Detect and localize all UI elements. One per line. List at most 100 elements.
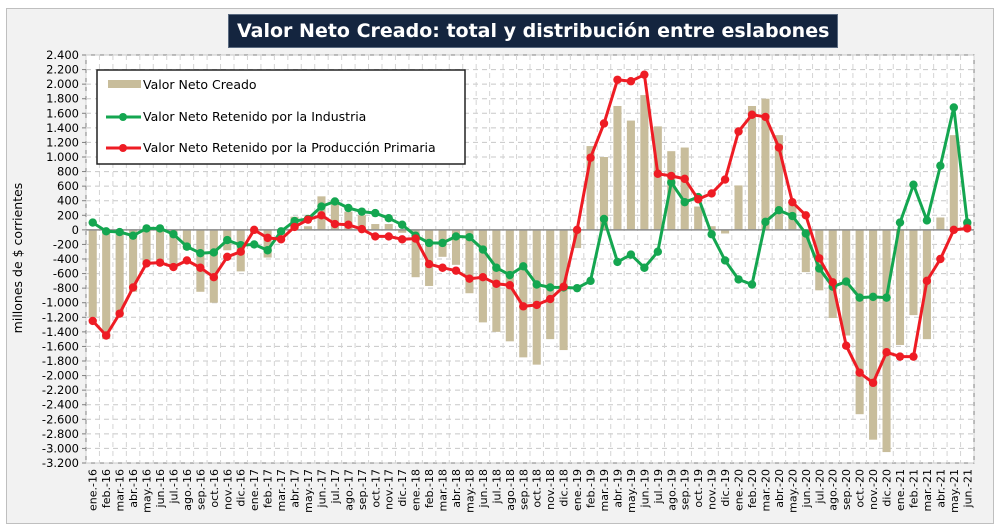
data-point <box>545 294 555 304</box>
data-point <box>330 197 340 206</box>
data-point <box>586 276 595 286</box>
y-tick-label: 0 <box>72 223 79 237</box>
x-tick-label: may.-16 <box>141 469 154 513</box>
bar <box>949 135 958 230</box>
data-point <box>290 216 299 226</box>
y-tick-label: -1.000 <box>42 296 79 310</box>
data-point <box>223 235 232 245</box>
x-tick-label: feb.-16 <box>100 469 113 508</box>
data-point <box>357 224 367 234</box>
data-point <box>613 257 622 267</box>
x-tick-label: feb.-21 <box>908 469 921 508</box>
bar <box>357 215 366 230</box>
bar <box>115 229 124 316</box>
x-tick-label: sep.-17 <box>356 469 369 510</box>
data-point <box>572 225 582 235</box>
data-point <box>895 218 905 227</box>
bar <box>734 185 743 230</box>
bar <box>774 135 783 230</box>
bar <box>801 229 810 273</box>
x-tick-label: ago.-20 <box>827 469 840 511</box>
y-tick-label: 2.400 <box>46 48 79 62</box>
data-point <box>371 208 380 218</box>
bar <box>88 229 97 318</box>
data-point <box>815 264 824 273</box>
legend: Valor Neto Creado Valor Neto Retenido po… <box>96 69 466 165</box>
x-tick-label: sep.-16 <box>194 469 207 510</box>
x-tick-label: abr.-21 <box>934 469 947 508</box>
x-tick-label: mar.-18 <box>437 469 450 511</box>
y-tick-label: -3.000 <box>42 441 79 455</box>
y-tick-label: -2.600 <box>42 412 79 426</box>
data-point <box>949 103 959 112</box>
data-point <box>519 262 528 271</box>
data-point <box>182 242 192 251</box>
data-point <box>532 280 541 289</box>
data-point <box>249 225 259 235</box>
y-tick-label: -1.800 <box>42 354 79 368</box>
bar <box>707 226 716 230</box>
x-tick-label: jun.-18 <box>477 469 490 508</box>
data-point <box>801 229 811 238</box>
data-point <box>936 161 945 170</box>
x-tick-label: may.-17 <box>302 469 315 513</box>
data-point <box>613 75 622 84</box>
data-point <box>344 203 353 213</box>
data-point <box>545 283 555 292</box>
x-tick-label: mar.-19 <box>598 469 611 511</box>
x-tick-label: jul.-19 <box>652 469 665 505</box>
legend-swatch-primaria-marker <box>119 144 127 152</box>
bar <box>182 229 191 250</box>
bar <box>613 106 622 230</box>
data-point <box>196 263 205 272</box>
bar <box>155 229 165 261</box>
bar <box>626 120 635 230</box>
x-tick-label: jul.-16 <box>168 469 181 505</box>
x-tick-label: may.-18 <box>464 469 477 513</box>
x-tick-label: ago.-19 <box>665 469 678 511</box>
x-tick-label: mar.-20 <box>760 469 773 511</box>
bar <box>882 229 891 453</box>
legend-swatch-industria-marker <box>119 113 127 121</box>
x-tick-label: dic.-16 <box>235 469 248 507</box>
data-point <box>263 233 272 243</box>
y-tick-label: -1.400 <box>42 325 79 339</box>
data-point <box>855 293 864 302</box>
data-point <box>640 263 649 272</box>
data-point <box>922 216 932 225</box>
data-point <box>841 277 851 286</box>
x-tick-label: nov.-19 <box>706 469 719 510</box>
bar <box>169 229 178 269</box>
bar <box>465 229 474 294</box>
data-point <box>734 127 743 136</box>
data-point <box>572 283 582 293</box>
bar <box>303 226 313 230</box>
bar <box>196 229 205 292</box>
data-point <box>115 309 124 318</box>
x-tick-label: ene.-18 <box>410 469 423 511</box>
bar <box>680 147 689 230</box>
legend-label-primaria: Valor Neto Retenido por la Producción Pr… <box>143 140 436 155</box>
data-point <box>868 292 878 302</box>
x-tick-label: jul.-20 <box>813 469 826 505</box>
bar <box>425 229 434 286</box>
bar <box>747 106 757 230</box>
data-point <box>209 273 219 282</box>
bar <box>142 229 151 263</box>
x-tick-label: feb.-18 <box>423 469 436 508</box>
y-tick-label: -400 <box>53 252 79 266</box>
bar <box>828 229 837 319</box>
x-tick-label: ene.-16 <box>87 469 100 511</box>
y-tick-label: -2.800 <box>42 427 79 441</box>
data-point <box>909 352 918 361</box>
bar <box>640 95 649 230</box>
bar <box>371 224 380 230</box>
data-point <box>209 248 219 257</box>
x-tick-label: sep.-20 <box>840 469 853 510</box>
data-point <box>720 175 730 184</box>
x-tick-label: mar.-17 <box>275 469 288 511</box>
data-point <box>747 280 757 289</box>
data-point <box>868 378 878 388</box>
data-point <box>424 238 434 248</box>
